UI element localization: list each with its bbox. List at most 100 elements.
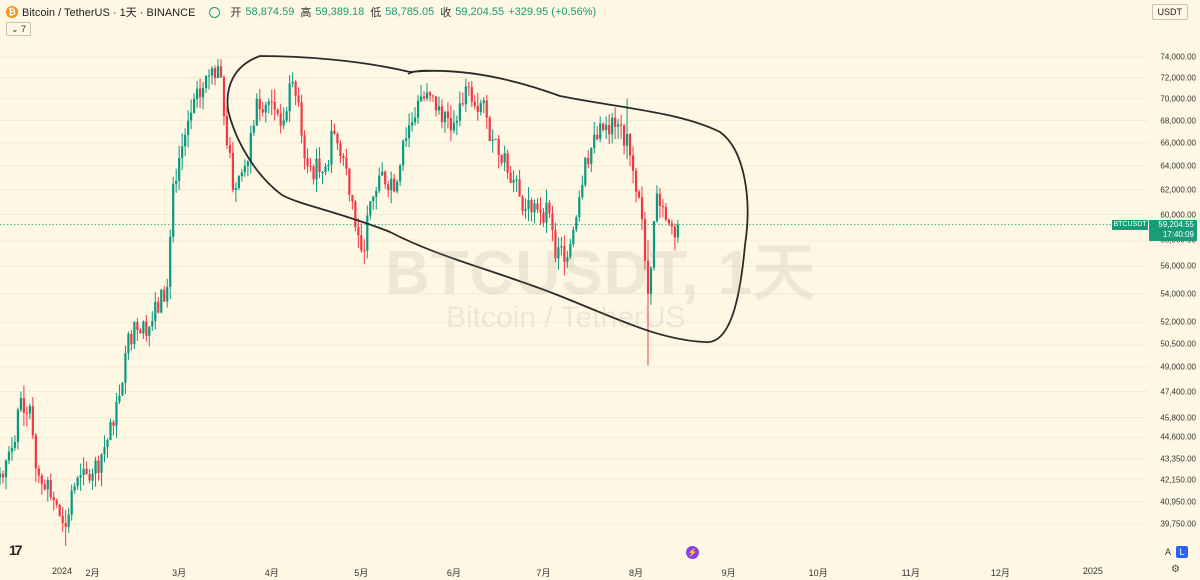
candle-body [348,168,351,195]
price-tick-label: 68,000.00 [1160,116,1196,126]
candle-body [16,409,20,442]
candle-body [121,382,124,396]
indicator-collapse-toggle[interactable]: ⌄ 7 [6,22,32,36]
candle-body [28,406,31,414]
candle-body [473,101,476,106]
price-tick-label: 45,800.00 [1160,413,1196,423]
candle-body [470,87,473,102]
candle-body [375,190,378,197]
time-tick-label: 9月 [721,568,736,578]
candle-body [515,179,518,181]
candle-body [124,353,127,383]
candle-body [422,96,426,99]
candle-body [297,95,300,103]
currency-button[interactable]: USDT [1151,4,1188,20]
candle-body [222,77,226,117]
candle-body [324,166,327,172]
candle-body [476,105,479,113]
candle-body [10,447,14,452]
candle-body [407,125,411,139]
candle-body [563,246,566,262]
candle-body [85,468,88,475]
candle-body [187,120,190,136]
price-tick-label: 39,750.00 [1160,519,1196,529]
candle-body [467,86,470,88]
candle-body [413,117,417,123]
candle-body [178,157,181,181]
market-status-icon[interactable] [209,6,221,18]
candle-body [82,468,85,476]
candle-body [34,435,37,469]
candle-body [303,135,306,159]
candle-body [587,157,590,164]
candle-body [315,158,318,180]
candle-body [327,164,330,167]
candle-body [342,156,345,158]
candle-body [431,95,435,97]
symbol-title[interactable]: Bitcoin / TetherUS · 1天 · BINANCE [22,7,196,19]
candle-body [160,289,163,313]
time-tick-label: 2月 [85,568,100,578]
low-label: 低 [370,7,382,19]
price-axis[interactable]: 74,000.00 72,000.00 70,000.00 68,000.00 66,0… [1148,0,1200,562]
candle-body [127,333,130,354]
candle-body [142,321,145,334]
price-tick-label: 42,150.00 [1160,475,1196,485]
candle-body [640,197,644,220]
chart-area[interactable] [0,0,1148,562]
log-scale-button[interactable]: L [1176,546,1188,558]
candle-body [402,140,405,166]
bar-countdown: 17:40:09 [1162,230,1194,239]
candle-body [649,267,653,294]
candle-body [181,146,184,158]
candle-body [608,124,611,135]
price-tick-label: 43,350.00 [1160,454,1196,464]
candle-body [97,460,100,473]
candle-body [1,473,5,478]
auto-scale-button[interactable]: A [1164,547,1171,557]
candle-body [219,66,223,78]
price-tick-label: 44,600.00 [1160,432,1196,442]
time-tick-label: 2024 [51,566,73,576]
candle-body [112,422,115,426]
candle-body [566,257,569,262]
candle-body [339,143,342,157]
candle-body [258,98,261,110]
candle-body [195,88,199,99]
candlestick-chart[interactable] [0,0,1148,562]
events-lightning-icon[interactable]: ⚡ [686,546,699,559]
candle-body [631,155,635,171]
candle-body [360,235,363,251]
candle-body [94,460,97,474]
candle-body [569,243,572,258]
candle-body [154,301,157,322]
candle-body [363,250,366,252]
time-tick-label: 3月 [172,568,187,578]
candle-body [390,178,393,191]
settings-gear-icon[interactable]: ⚙ [1171,564,1180,575]
candle-body [539,209,542,213]
candle-body [198,88,202,98]
tradingview-logo-icon[interactable]: 17 [9,542,23,558]
candle-body [210,68,214,76]
candle-body [405,138,408,141]
candle-body [306,158,309,167]
candle-body [136,322,139,331]
candle-body [252,125,255,133]
candle-body [596,134,599,139]
high-label: 高 [300,7,312,19]
candle-body [655,193,659,222]
candle-body [106,439,109,448]
close-label: 收 [440,7,452,19]
symbol-price-tag: BTCUSDT [1112,220,1148,230]
candle-body [73,486,76,491]
candle-body [234,188,238,190]
candle-body [452,122,455,131]
candle-body [479,103,482,113]
time-axis[interactable]: 2024 2月 3月 4月 5月 6月 7月 8月 9月 10月 11月 12月 2025 [0,562,1148,580]
candle-body [622,125,626,146]
candle-body [464,86,467,105]
candle-body [46,480,49,490]
candle-body [545,202,548,223]
candle-body [163,289,166,302]
